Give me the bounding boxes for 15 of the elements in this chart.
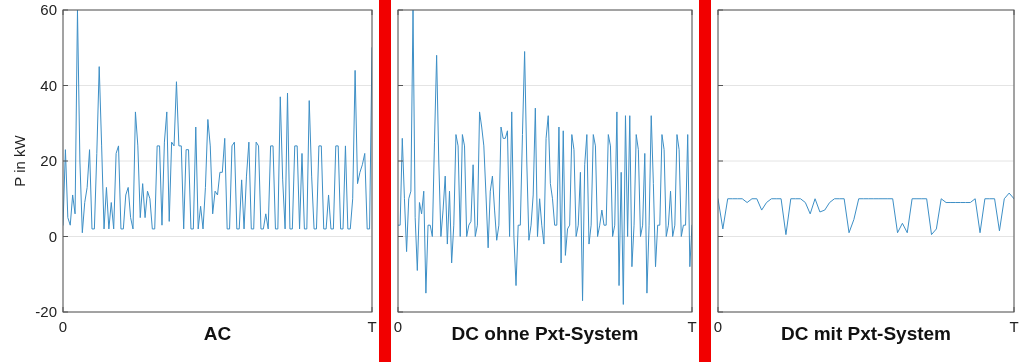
y-tick-label: 0 (48, 227, 57, 245)
y-tick-label: 60 (40, 1, 57, 18)
x-axis-title: DC ohne Pxt-System (451, 323, 639, 344)
x-tick-label: T (1009, 318, 1019, 335)
x-tick-label: 0 (713, 318, 723, 335)
x-tick-label: T (687, 318, 697, 335)
y-tick-label: 20 (40, 152, 57, 169)
y-tick-label: -20 (35, 303, 57, 320)
x-tick-label: T (367, 318, 377, 335)
x-tick-label: 0 (393, 318, 403, 335)
y-axis-title: P in kW (11, 134, 28, 187)
x-axis-title: AC (203, 323, 232, 344)
x-tick-label: 0 (58, 318, 68, 335)
x-axis-title: DC mit Pxt-System (781, 323, 951, 344)
y-tick-label: 40 (40, 76, 57, 94)
